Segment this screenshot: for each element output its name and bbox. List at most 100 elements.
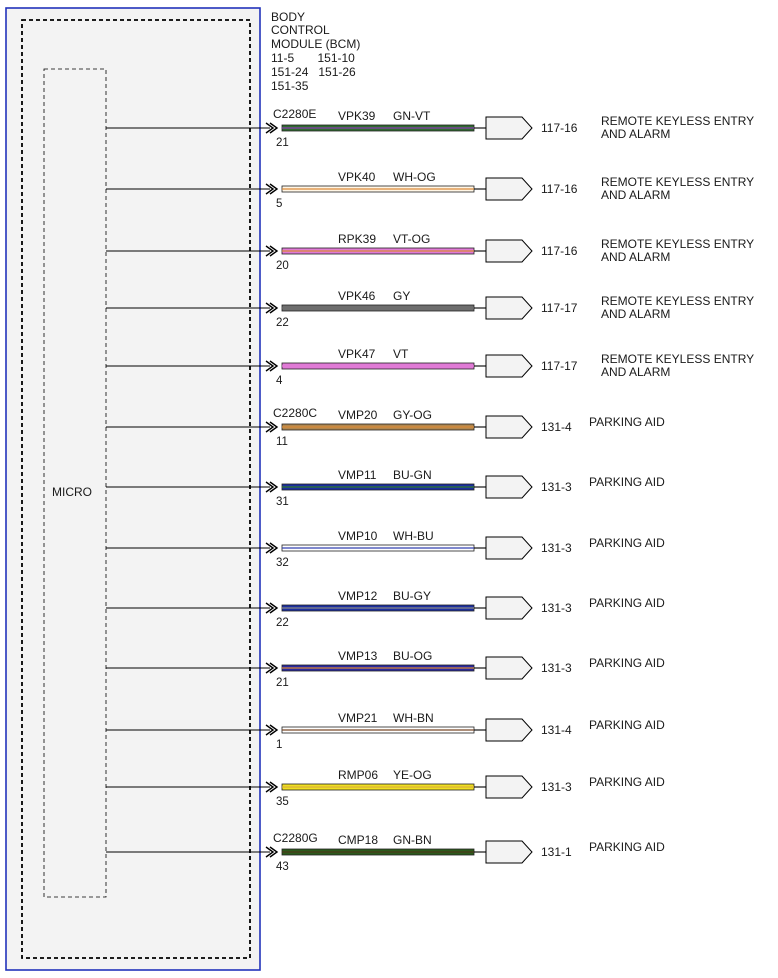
wire-color-code: WH-BN [393,711,434,725]
connector-pin-icon [265,481,275,493]
pin-number: 35 [276,796,289,808]
page-reference: 131-3 [541,541,572,555]
destination-label: AND ALARM [601,250,670,264]
circuit-id: VPK39 [338,109,376,123]
destination-connector-icon [485,116,533,140]
circuit-id: VMP13 [338,649,378,663]
page-reference: 117-17 [541,359,578,373]
destination-label: PARKING AID [589,718,665,732]
page-reference: 131-1 [541,845,572,859]
page-reference: 131-4 [541,723,572,737]
page-reference: 131-3 [541,661,572,675]
circuit-id: VMP21 [338,711,378,725]
destination-label: PARKING AID [589,415,665,429]
destination-label: AND ALARM [601,307,670,321]
destination-connector-icon [485,840,533,864]
module-ref-line-1: 11-5 151-10 [271,51,355,65]
connector-pin-icon [265,421,275,433]
circuit-id: VPK40 [338,170,376,184]
connector-pin-icon [265,602,275,614]
connector-pin-icon [269,602,279,614]
destination-connector-icon [485,718,533,742]
circuit-id: VMP12 [338,589,378,603]
bcm-inner-dashed-border [21,19,251,959]
pin-number: 31 [276,496,289,508]
circuit-id: RPK39 [338,232,376,246]
connector-pin-icon [269,481,279,493]
wire-color-code: GN-VT [393,109,431,123]
wire-row: RMP06 YE-OG 35 131-3 PARKING AID [106,768,665,808]
wire-row: VMP12 BU-GY 22 131-3 PARKING AID [106,589,665,629]
destination-connector-icon [485,656,533,680]
connector-pin-icon [269,542,279,554]
destination-label: PARKING AID [589,840,665,854]
destination-connector-icon [485,596,533,620]
page-reference: 117-17 [541,301,578,315]
bcm-outer-border [5,7,261,971]
connector-pin-icon [265,302,275,314]
destination-connector-icon [485,775,533,799]
pin-number: 21 [276,677,289,689]
page-reference: 117-16 [541,244,578,258]
connector-id: C2280G [273,831,318,845]
wire-row: VPK40 WH-OG 5 117-16 REMOTE KEYLESS ENTRYAND… [106,170,754,210]
page-reference: 117-16 [541,121,578,135]
destination-connector-icon [485,239,533,263]
module-title-line-2: CONTROL [271,23,330,37]
pin-number: 22 [276,617,289,629]
connector-pin-icon [265,846,275,858]
module-title-line-1: BODY [271,10,305,24]
wire-row: C2280G CMP18 GN-BN 43 131-1 PARKING AID [106,831,665,873]
page-reference: 131-3 [541,601,572,615]
destination-label: PARKING AID [589,596,665,610]
destination-connector-icon [485,536,533,560]
circuit-id: VPK46 [338,289,376,303]
connector-id: C2280C [273,406,317,420]
wire-color-code: BU-GY [393,589,431,603]
circuit-id: VMP11 [338,468,377,482]
wire-row: RPK39 VT-OG 20 117-16 REMOTE KEYLESS ENTRYAN… [106,232,754,272]
wire-color-code: GY-OG [393,408,432,422]
wire-row: VMP13 BU-OG 21 131-3 PARKING AID [106,649,665,689]
wire-row: C2280C VMP20 GY-OG 11 131-4 PARKING AID [106,406,665,448]
destination-label: REMOTE KEYLESS ENTRY [601,294,754,308]
connector-pin-icon [269,183,279,195]
pin-number: 22 [276,317,289,329]
connector-pin-icon [265,122,275,134]
connector-id: C2280E [273,107,316,121]
wire-row: VMP11 BU-GN 31 131-3 PARKING AID [106,468,665,508]
page-reference: 131-3 [541,780,572,794]
connector-pin-icon [269,302,279,314]
destination-connector-icon [485,296,533,320]
wire-color-code: VT-OG [393,232,430,246]
connector-pin-icon [265,781,275,793]
pin-number: 21 [276,137,289,149]
module-title-block: BODY CONTROL MODULE (BCM) 11-5 151-10 15… [271,10,360,93]
connector-pin-icon [269,724,279,736]
pin-number: 5 [276,198,282,210]
destination-label: PARKING AID [589,775,665,789]
destination-connector-icon [485,177,533,201]
wire-color-code: GN-BN [393,833,432,847]
connector-pin-icon [265,183,275,195]
connector-pin-icon [265,360,275,372]
destination-label: REMOTE KEYLESS ENTRY [601,352,754,366]
wire-list: C2280E VPK39 GN-VT 21 117-16 REMOTE KEYLESS E… [106,107,754,873]
pin-number: 11 [276,436,288,448]
connector-pin-icon [269,846,279,858]
circuit-id: VMP20 [338,408,378,422]
module-title-line-3: MODULE (BCM) [271,37,360,51]
wire-row: VMP10 WH-BU 32 131-3 PARKING AID [106,529,665,569]
micro-block [43,68,107,898]
destination-label: AND ALARM [601,365,670,379]
wire-color-code: GY [393,289,410,303]
destination-label: PARKING AID [589,475,665,489]
wire-color-code: YE-OG [393,768,432,782]
connector-pin-icon [265,662,275,674]
module-ref-line-3: 151-35 [271,79,309,93]
connector-pin-icon [269,122,279,134]
destination-label: PARKING AID [589,656,665,670]
